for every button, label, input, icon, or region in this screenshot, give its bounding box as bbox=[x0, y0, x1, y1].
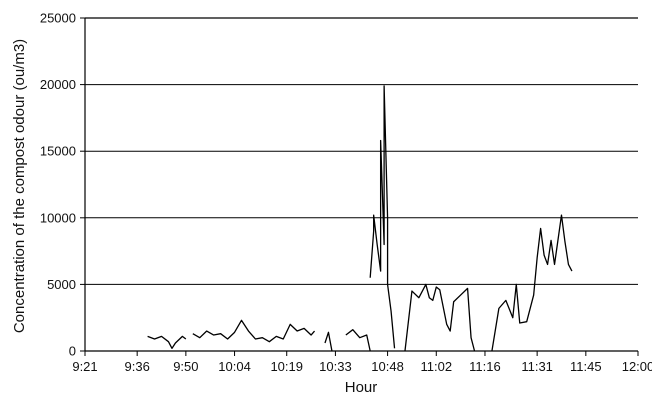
series-line-segment bbox=[147, 335, 187, 349]
y-tick-label: 25000 bbox=[40, 11, 76, 26]
y-axis-ticks: 0 5000 10000 15000 20000 25000 bbox=[40, 11, 85, 359]
x-tick-label: 11:45 bbox=[570, 359, 602, 374]
x-tick-label: 9:21 bbox=[72, 359, 97, 374]
y-tick-label: 20000 bbox=[40, 77, 76, 92]
x-tick-label: 12:00 bbox=[622, 359, 652, 374]
y-tick-label: 5000 bbox=[47, 277, 76, 292]
x-tick-label: 11:02 bbox=[420, 359, 452, 374]
series-line-segment bbox=[324, 331, 333, 352]
axes bbox=[84, 17, 638, 352]
series-line-segment bbox=[192, 319, 316, 343]
y-tick-label: 15000 bbox=[40, 144, 76, 159]
y-tick-label: 0 bbox=[69, 344, 76, 359]
x-tick-label: 9:36 bbox=[125, 359, 150, 374]
series-line-segment bbox=[345, 329, 371, 352]
x-tick-label: 10:19 bbox=[270, 359, 303, 374]
y-axis-title: Concentration of the compost odour (ou/m… bbox=[11, 39, 28, 333]
x-tick-label: 9:50 bbox=[173, 359, 198, 374]
x-axis-ticks: 9:21 9:36 9:50 10:04 10:19 10:33 10:48 11:02 11:… bbox=[72, 351, 652, 374]
series-line-segment bbox=[369, 85, 396, 349]
series-line-segment bbox=[491, 214, 573, 352]
series-line-segment bbox=[404, 283, 476, 352]
x-axis-title: Hour bbox=[345, 379, 378, 396]
gridlines bbox=[85, 84, 638, 285]
x-tick-label: 11:31 bbox=[521, 359, 553, 374]
x-tick-label: 10:33 bbox=[319, 359, 352, 374]
y-tick-label: 10000 bbox=[40, 210, 76, 225]
x-tick-label: 11:16 bbox=[469, 359, 501, 374]
x-tick-label: 10:04 bbox=[218, 359, 251, 374]
x-tick-label: 10:48 bbox=[371, 359, 404, 374]
series-compost-odour bbox=[147, 85, 573, 352]
